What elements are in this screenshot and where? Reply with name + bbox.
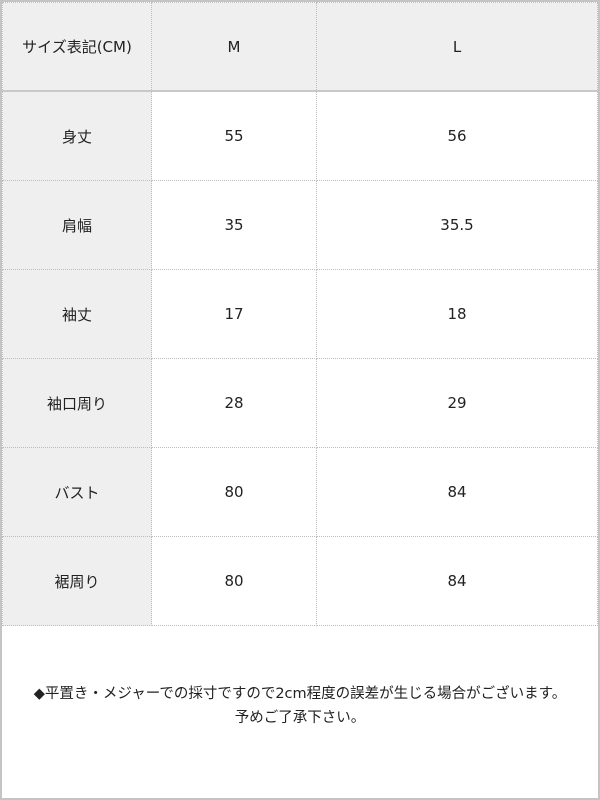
cell-l: 56 (316, 90, 598, 181)
note-line-1: ◆平置き・メジャーでの採寸ですので2cm程度の誤差が生じる場合がございます。 (33, 686, 567, 702)
note-line-2: 予めご了承下さい。 (234, 710, 366, 726)
cell-m: 55 (151, 90, 317, 181)
table-header-row: サイズ表記(CM) M L (2, 2, 598, 92)
header-size-label: サイズ表記(CM) (2, 2, 152, 92)
cell-m: 17 (151, 269, 317, 359)
row-label: バスト (2, 447, 152, 537)
cell-l: 84 (316, 447, 598, 537)
table-row: 袖丈 17 18 (2, 269, 598, 359)
cell-l: 35.5 (316, 180, 598, 270)
cell-l: 29 (316, 358, 598, 448)
row-label: 身丈 (2, 90, 152, 181)
cell-l: 84 (316, 536, 598, 626)
row-label: 肩幅 (2, 180, 152, 270)
cell-m: 80 (151, 447, 317, 537)
measurement-note: ◆平置き・メジャーでの採寸ですので2cm程度の誤差が生じる場合がございます。 予… (2, 682, 598, 730)
row-label: 袖丈 (2, 269, 152, 359)
table-row: バスト 80 84 (2, 447, 598, 537)
row-label: 裾周り (2, 536, 152, 626)
size-table: サイズ表記(CM) M L 身丈 55 56 肩幅 35 35.5 袖丈 17 … (2, 2, 598, 626)
cell-m: 80 (151, 536, 317, 626)
header-size-m: M (151, 2, 317, 92)
cell-l: 18 (316, 269, 598, 359)
row-label: 袖口周り (2, 358, 152, 448)
table-row: 肩幅 35 35.5 (2, 180, 598, 270)
cell-m: 28 (151, 358, 317, 448)
table-row: 袖口周り 28 29 (2, 358, 598, 448)
cell-m: 35 (151, 180, 317, 270)
table-row: 裾周り 80 84 (2, 536, 598, 626)
table-row: 身丈 55 56 (2, 90, 598, 181)
header-size-l: L (316, 2, 598, 92)
